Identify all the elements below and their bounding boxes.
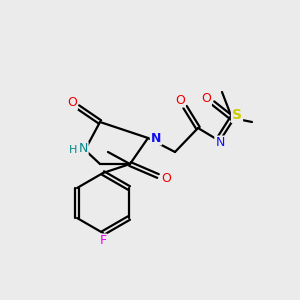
Text: O: O (161, 172, 171, 184)
Text: O: O (175, 94, 185, 106)
Text: S: S (232, 108, 242, 122)
Text: H: H (69, 145, 77, 155)
Text: N: N (215, 136, 225, 149)
Text: F: F (99, 235, 106, 248)
Text: O: O (201, 92, 211, 106)
Text: N: N (78, 142, 88, 155)
Text: N: N (151, 131, 161, 145)
Text: O: O (67, 97, 77, 110)
